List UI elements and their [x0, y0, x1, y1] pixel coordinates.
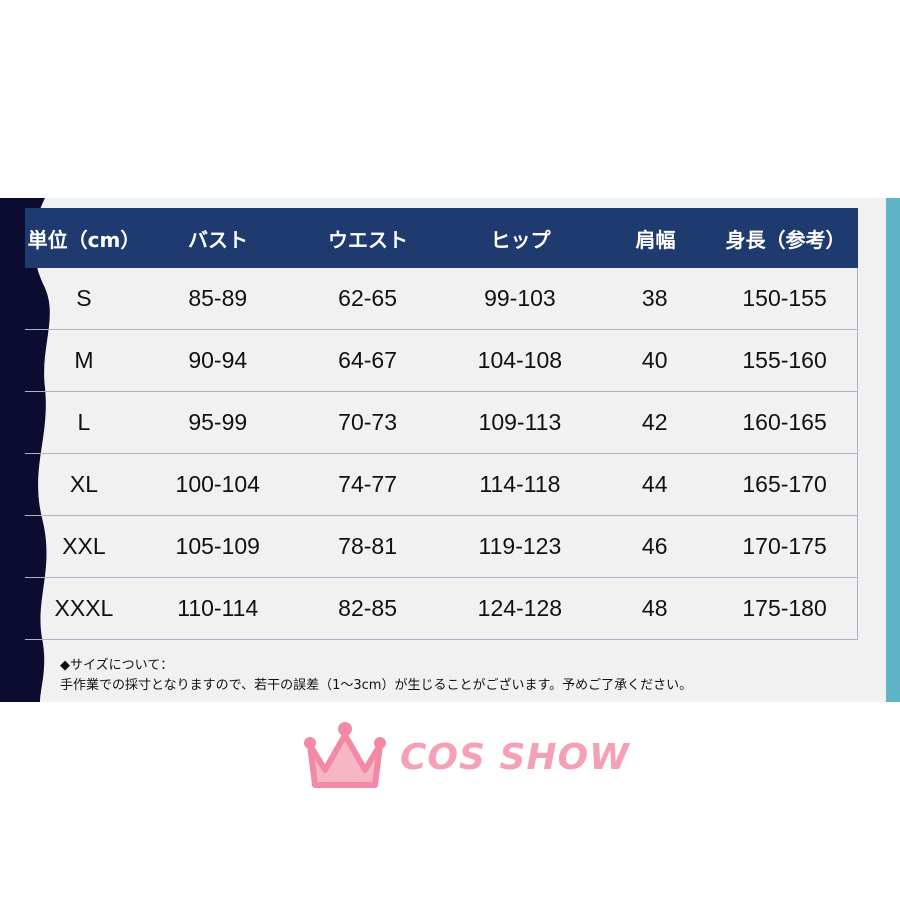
cell-hip: 104-108 [477, 347, 563, 373]
cell-size: XXXL [54, 595, 114, 621]
cell-size: XXL [62, 533, 106, 559]
cell-bust: 105-109 [175, 533, 260, 559]
cell-size: M [74, 347, 94, 373]
header-bust: バスト [188, 227, 248, 252]
header-unit: 単位（cm） [27, 227, 141, 252]
cell-hip: 119-123 [478, 533, 562, 559]
cell-waist: 62-65 [338, 285, 397, 311]
cell-height: 150-155 [742, 285, 827, 311]
cell-bust: 90-94 [188, 347, 248, 373]
cell-shoulder: 42 [641, 409, 668, 435]
table-row: XL 100-104 74-77 114-118 44 165-170 [25, 454, 857, 516]
cell-shoulder: 38 [641, 285, 668, 311]
cell-shoulder: 48 [641, 595, 668, 621]
cell-bust: 110-114 [177, 595, 259, 621]
cell-hip: 99-103 [484, 285, 556, 311]
cell-height: 155-160 [742, 347, 827, 373]
watermark: COS SHOW [300, 715, 629, 795]
cell-height: 175-180 [742, 595, 827, 621]
cell-size: S [76, 285, 92, 311]
header-height: 身長（参考） [725, 227, 846, 252]
watermark-text: COS SHOW [400, 737, 630, 778]
cell-height: 170-175 [742, 533, 827, 559]
note-body: 手作業での採寸となりますので、若干の誤差（1～3cm）が生じることがございます。… [60, 678, 693, 693]
size-chart-background [0, 198, 900, 702]
note-title: ◆サイズについて： [60, 658, 174, 673]
table-header: 単位（cm） バスト ウエスト ヒップ 肩幅 身長（参考） [25, 208, 858, 268]
cell-waist: 64-67 [338, 347, 397, 373]
table-row: L 95-99 70-73 109-113 42 160-165 [25, 392, 857, 454]
header-hip: ヒップ [490, 227, 551, 252]
cell-bust: 100-104 [175, 471, 260, 497]
cell-shoulder: 40 [641, 347, 668, 373]
cell-height: 160-165 [742, 409, 827, 435]
wave-decoration [0, 198, 50, 702]
cell-waist: 78-81 [338, 533, 397, 559]
table-row: M 90-94 64-67 104-108 40 155-160 [25, 330, 857, 392]
teal-stripe [886, 198, 900, 702]
size-note: ◆サイズについて： 手作業での採寸となりますので、若干の誤差（1～3cm）が生じ… [60, 656, 692, 696]
cell-waist: 74-77 [338, 471, 397, 497]
header-shoulder: 肩幅 [635, 227, 676, 252]
size-table: 単位（cm） バスト ウエスト ヒップ 肩幅 身長（参考） S 85-89 62-6… [25, 208, 858, 640]
header-waist: ウエスト [328, 227, 408, 252]
table-row: S 85-89 62-65 99-103 38 150-155 [25, 268, 857, 330]
cell-bust: 95-99 [188, 409, 248, 435]
cell-size: XL [69, 471, 98, 497]
cell-height: 165-170 [742, 471, 827, 497]
cell-shoulder: 46 [641, 533, 668, 559]
cell-size: L [77, 409, 91, 435]
cell-waist: 70-73 [338, 409, 397, 435]
table-body: S 85-89 62-65 99-103 38 150-155 M 90-94 64-67 104… [25, 268, 858, 640]
cell-hip: 124-128 [477, 595, 563, 621]
table-row: XXXL 110-114 82-85 124-128 48 175-180 [25, 578, 857, 640]
cell-waist: 82-85 [338, 595, 397, 621]
cell-hip: 109-113 [478, 409, 562, 435]
cell-hip: 114-118 [479, 471, 561, 497]
crown-icon [304, 722, 386, 788]
cell-shoulder: 44 [641, 471, 668, 497]
table-row: XXL 105-109 78-81 119-123 46 170-175 [25, 516, 857, 578]
cell-bust: 85-89 [188, 285, 248, 311]
